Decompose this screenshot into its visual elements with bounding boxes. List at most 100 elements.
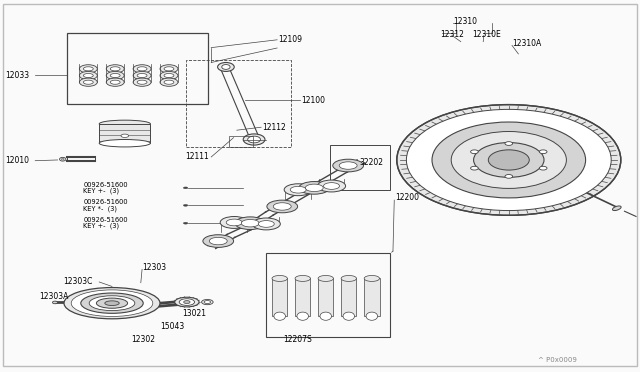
Text: 12109: 12109: [278, 35, 302, 44]
Ellipse shape: [133, 78, 151, 86]
Ellipse shape: [81, 293, 143, 313]
Ellipse shape: [175, 297, 199, 307]
Ellipse shape: [505, 142, 513, 145]
Text: KEY +-  (3): KEY +- (3): [83, 223, 119, 230]
Ellipse shape: [406, 109, 611, 211]
Ellipse shape: [183, 187, 188, 189]
Ellipse shape: [160, 71, 178, 80]
Text: 12310E: 12310E: [472, 30, 501, 39]
Ellipse shape: [137, 67, 147, 71]
Ellipse shape: [241, 219, 259, 227]
Text: KEY *-  (3): KEY *- (3): [83, 205, 117, 212]
Ellipse shape: [339, 162, 357, 169]
Ellipse shape: [259, 221, 275, 227]
Ellipse shape: [451, 132, 566, 189]
Ellipse shape: [612, 206, 621, 211]
Ellipse shape: [540, 150, 547, 154]
Ellipse shape: [137, 74, 147, 78]
Ellipse shape: [323, 183, 339, 189]
Text: 00926-51600: 00926-51600: [83, 199, 128, 205]
Ellipse shape: [318, 275, 333, 281]
Ellipse shape: [366, 312, 378, 320]
Ellipse shape: [164, 80, 174, 84]
Ellipse shape: [164, 74, 174, 78]
Text: 15043: 15043: [160, 322, 184, 331]
Ellipse shape: [203, 235, 234, 247]
Ellipse shape: [364, 275, 380, 281]
Ellipse shape: [299, 182, 330, 194]
Ellipse shape: [243, 134, 265, 145]
Ellipse shape: [121, 134, 129, 138]
Ellipse shape: [343, 312, 355, 320]
Ellipse shape: [79, 65, 97, 73]
Ellipse shape: [99, 120, 150, 128]
Ellipse shape: [272, 275, 287, 281]
Ellipse shape: [79, 78, 97, 86]
Ellipse shape: [110, 80, 120, 84]
Text: 12312: 12312: [440, 30, 464, 39]
Text: 12100: 12100: [301, 96, 324, 105]
Text: 12111: 12111: [186, 153, 209, 161]
Ellipse shape: [284, 184, 312, 196]
Ellipse shape: [267, 200, 298, 213]
Ellipse shape: [474, 142, 544, 177]
Ellipse shape: [333, 159, 364, 172]
Bar: [229, 136, 253, 147]
Ellipse shape: [79, 71, 97, 80]
Ellipse shape: [133, 65, 151, 73]
Bar: [341, 278, 356, 316]
Text: 00926-51600: 00926-51600: [83, 217, 128, 223]
Ellipse shape: [291, 186, 307, 193]
Ellipse shape: [164, 67, 174, 71]
Ellipse shape: [273, 203, 291, 210]
Text: 13021: 13021: [182, 309, 206, 318]
Bar: [266, 253, 390, 337]
Ellipse shape: [235, 217, 266, 230]
Ellipse shape: [204, 301, 211, 304]
Ellipse shape: [106, 71, 124, 80]
Bar: [318, 278, 333, 316]
Ellipse shape: [60, 157, 66, 161]
Ellipse shape: [397, 105, 621, 215]
Bar: [99, 124, 150, 143]
Ellipse shape: [432, 122, 586, 198]
Ellipse shape: [274, 312, 285, 320]
Text: 32202: 32202: [360, 158, 384, 167]
Text: 12303C: 12303C: [63, 278, 92, 286]
Ellipse shape: [305, 184, 323, 192]
Ellipse shape: [202, 299, 213, 305]
Ellipse shape: [106, 65, 124, 73]
Ellipse shape: [64, 288, 160, 319]
Text: 12310: 12310: [453, 17, 477, 26]
Ellipse shape: [227, 219, 243, 226]
Text: 12200: 12200: [396, 193, 420, 202]
Bar: [364, 278, 380, 316]
Text: 12302: 12302: [131, 335, 155, 344]
Ellipse shape: [105, 301, 119, 305]
Ellipse shape: [295, 275, 310, 281]
Text: 12112: 12112: [262, 123, 286, 132]
Ellipse shape: [470, 150, 478, 154]
Ellipse shape: [110, 67, 120, 71]
Ellipse shape: [470, 166, 478, 170]
Bar: [272, 278, 287, 316]
Ellipse shape: [83, 67, 93, 71]
Bar: [67, 33, 208, 104]
Bar: [295, 278, 310, 316]
Ellipse shape: [209, 237, 227, 245]
Ellipse shape: [83, 80, 93, 84]
Ellipse shape: [61, 158, 64, 160]
Ellipse shape: [133, 71, 151, 80]
Ellipse shape: [341, 275, 356, 281]
Ellipse shape: [52, 301, 58, 304]
Text: 00926-51600: 00926-51600: [83, 182, 128, 188]
Ellipse shape: [505, 174, 513, 178]
Ellipse shape: [137, 80, 147, 84]
Ellipse shape: [218, 62, 234, 71]
Bar: [330, 145, 390, 190]
Ellipse shape: [183, 204, 188, 206]
Text: 12207S: 12207S: [283, 335, 312, 344]
Ellipse shape: [220, 217, 248, 228]
Ellipse shape: [540, 166, 547, 170]
Ellipse shape: [110, 74, 120, 78]
